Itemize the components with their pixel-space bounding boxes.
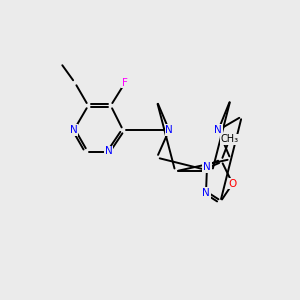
Text: O: O	[229, 178, 237, 189]
Text: CH₃: CH₃	[220, 134, 238, 144]
Text: N: N	[105, 146, 112, 157]
Text: F: F	[122, 78, 128, 88]
Text: N: N	[203, 162, 211, 172]
Text: N: N	[165, 125, 173, 135]
Text: N: N	[70, 125, 78, 135]
Text: N: N	[214, 125, 222, 135]
Text: N: N	[202, 188, 210, 198]
